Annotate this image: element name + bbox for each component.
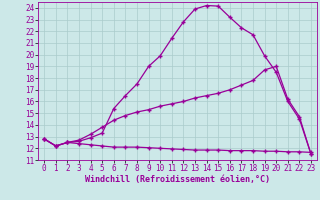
X-axis label: Windchill (Refroidissement éolien,°C): Windchill (Refroidissement éolien,°C) xyxy=(85,175,270,184)
